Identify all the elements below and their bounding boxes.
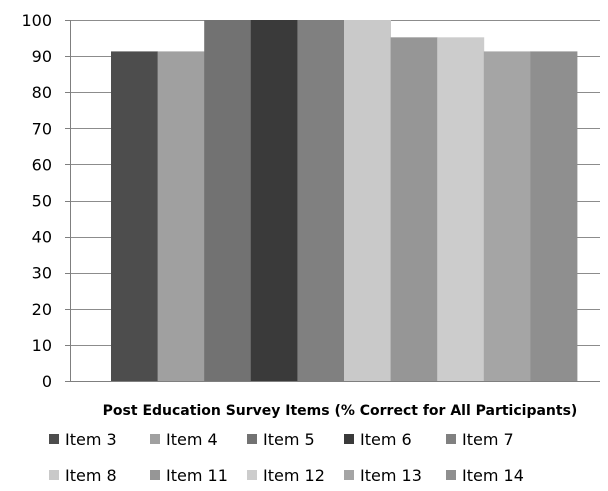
bar-item-5	[204, 20, 252, 381]
y-tick-label: 30	[32, 264, 52, 283]
legend-label: Item 5	[263, 430, 315, 449]
y-tick-label: 60	[32, 155, 52, 174]
legend-label: Item 14	[462, 466, 524, 485]
legend-label: Item 6	[360, 430, 412, 449]
bar-item-13	[483, 51, 531, 381]
bar-item-11	[390, 37, 438, 381]
y-tick-label: 0	[42, 372, 52, 391]
legend-swatch	[150, 470, 160, 480]
bar-item-3	[111, 51, 158, 381]
y-tick-label: 100	[21, 11, 52, 30]
legend-swatch	[49, 434, 59, 444]
y-tick-label: 20	[32, 300, 52, 319]
x-axis-label: Post Education Survey Items (% Correct f…	[103, 403, 578, 419]
legend-label: Item 7	[462, 430, 514, 449]
legend-label: Item 3	[65, 430, 117, 449]
bar-item-6	[250, 20, 298, 381]
legend-swatch	[344, 434, 354, 444]
legend-swatch	[446, 470, 456, 480]
legend: Item 3 Item 4 Item 5 Item 6 Item 7 Item 8 Item…	[49, 430, 524, 485]
y-axis-ticks: 0 10 20 30 40 50 60 70 80 90 100	[21, 11, 70, 391]
y-tick-label: 10	[32, 336, 52, 355]
legend-swatch	[446, 434, 456, 444]
bar-item-8	[344, 20, 391, 381]
legend-swatch	[247, 434, 257, 444]
bar-item-14	[530, 51, 578, 381]
bar-item-12	[437, 37, 485, 381]
bar-item-4	[157, 51, 205, 381]
legend-label: Item 4	[166, 430, 218, 449]
y-tick-label: 50	[32, 192, 52, 211]
legend-label: Item 11	[166, 466, 228, 485]
legend-swatch	[247, 470, 257, 480]
y-tick-label: 90	[32, 47, 52, 66]
bar-item-7	[297, 20, 345, 381]
y-tick-label: 80	[32, 83, 52, 102]
y-tick-label: 70	[32, 119, 52, 138]
legend-label: Item 8	[65, 466, 117, 485]
bars	[111, 20, 578, 381]
legend-label: Item 13	[360, 466, 422, 485]
legend-swatch	[150, 434, 160, 444]
legend-label: Item 12	[263, 466, 325, 485]
y-tick-label: 40	[32, 228, 52, 247]
legend-swatch	[344, 470, 354, 480]
legend-swatch	[49, 470, 59, 480]
